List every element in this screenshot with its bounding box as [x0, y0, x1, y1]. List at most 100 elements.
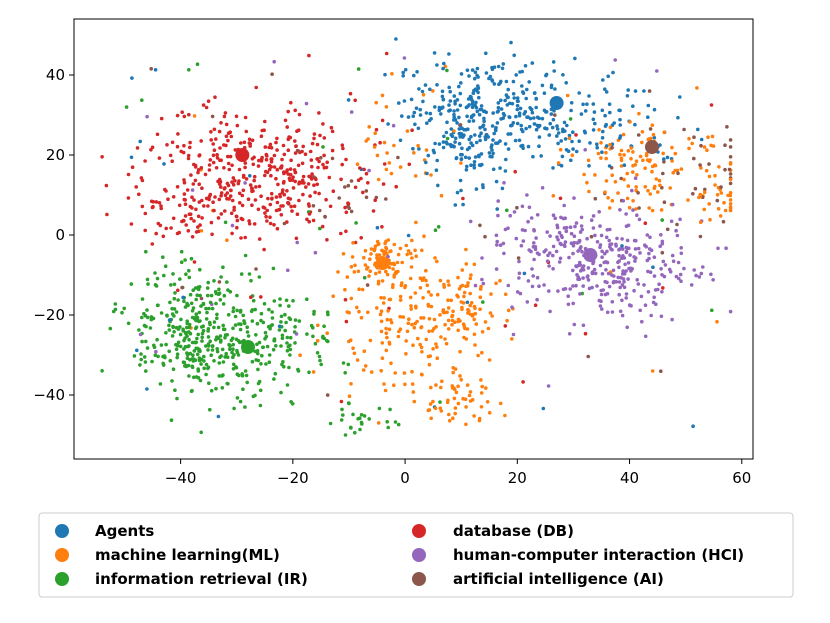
- scatter-point-series-2: [206, 348, 210, 352]
- scatter-point-series-4: [515, 290, 520, 294]
- scatter-point-series-4: [272, 59, 277, 64]
- scatter-point-series-1: [631, 199, 635, 203]
- scatter-point-series-4: [551, 244, 556, 249]
- scatter-point-series-4: [601, 288, 605, 292]
- scatter-point-series-0: [470, 68, 475, 72]
- scatter-point-series-2: [341, 413, 345, 417]
- scatter-point-series-2: [213, 289, 218, 294]
- scatter-point-series-0: [452, 112, 456, 117]
- scatter-point-series-3: [182, 192, 187, 196]
- scatter-point-series-2: [204, 372, 208, 377]
- scatter-point-series-3: [234, 214, 239, 219]
- scatter-point-series-4: [674, 228, 678, 233]
- scatter-point-series-3: [513, 169, 517, 174]
- scatter-point-series-2: [277, 328, 282, 332]
- scatter-point-series-1: [719, 191, 724, 195]
- scatter-point-series-2: [193, 286, 198, 290]
- scatter-point-series-2: [256, 367, 260, 372]
- scatter-point-series-5: [698, 163, 702, 167]
- scatter-point-series-1: [503, 292, 508, 297]
- scatter-point-series-5: [719, 185, 723, 189]
- scatter-point-series-4: [510, 305, 514, 310]
- scatter-point-series-0: [662, 157, 666, 161]
- scatter-point-series-4: [636, 246, 641, 251]
- scatter-point-series-2: [178, 344, 183, 349]
- scatter-point-series-3: [166, 197, 170, 201]
- scatter-point-series-3: [503, 324, 508, 328]
- scatter-point-series-3: [242, 140, 247, 145]
- scatter-point-series-1: [387, 327, 392, 332]
- scatter-point-series-3: [208, 192, 213, 197]
- scatter-point-series-2: [198, 378, 203, 383]
- scatter-point-series-2: [230, 350, 234, 355]
- scatter-point-series-0: [494, 128, 498, 133]
- scatter-point-series-3: [157, 156, 162, 160]
- scatter-point-series-4: [620, 272, 625, 276]
- scatter-point-series-1: [406, 321, 411, 326]
- scatter-point-series-4: [711, 278, 715, 282]
- scatter-point-series-1: [405, 252, 410, 257]
- scatter-point-series-0: [130, 76, 134, 80]
- scatter-point-series-2: [229, 338, 234, 343]
- scatter-point-series-3: [314, 177, 318, 182]
- scatter-point-series-2: [238, 327, 243, 332]
- scatter-point-series-2: [221, 265, 225, 270]
- scatter-point-series-1: [657, 178, 662, 183]
- scatter-point-series-2: [349, 426, 353, 430]
- scatter-point-series-1: [622, 153, 626, 157]
- scatter-point-series-1: [604, 156, 608, 161]
- scatter-point-series-0: [470, 102, 475, 106]
- scatter-point-series-0: [424, 160, 428, 165]
- scatter-point-series-4: [635, 278, 639, 282]
- scatter-point-series-4: [668, 270, 673, 274]
- scatter-point-series-3: [583, 331, 588, 336]
- scatter-point-series-3: [244, 177, 249, 181]
- scatter-point-series-3: [192, 260, 197, 264]
- scatter-point-series-0: [552, 109, 556, 113]
- scatter-point-series-3: [286, 148, 291, 152]
- scatter-point-series-1: [349, 296, 354, 301]
- scatter-point-series-1: [350, 255, 355, 259]
- scatter-point-series-1: [626, 184, 631, 188]
- scatter-point-series-3: [168, 153, 173, 158]
- centroid-marker-series-3: [235, 148, 250, 162]
- scatter-point-series-1: [421, 296, 425, 300]
- scatter-point-series-0: [514, 73, 518, 77]
- scatter-point-series-2: [140, 297, 145, 301]
- scatter-point-series-1: [407, 317, 411, 322]
- scatter-point-series-1: [728, 193, 733, 198]
- scatter-point-series-3: [216, 216, 221, 220]
- scatter-point-series-3: [272, 165, 277, 169]
- scatter-point-series-1: [460, 305, 464, 310]
- scatter-point-series-0: [432, 51, 437, 55]
- scatter-point-series-0: [618, 123, 622, 127]
- scatter-point-series-3: [240, 193, 245, 198]
- scatter-point-series-2: [354, 221, 358, 225]
- scatter-point-series-1: [650, 169, 654, 174]
- scatter-point-series-2: [225, 280, 229, 284]
- scatter-point-series-1: [382, 296, 386, 300]
- scatter-point-series-4: [618, 309, 623, 314]
- scatter-point-series-2: [206, 335, 211, 339]
- scatter-point-series-2: [120, 310, 124, 315]
- scatter-point-series-0: [511, 79, 516, 84]
- scatter-point-series-1: [411, 343, 415, 348]
- scatter-point-series-1: [375, 239, 380, 244]
- scatter-point-series-2: [481, 300, 485, 304]
- scatter-point-series-4: [555, 225, 560, 230]
- scatter-point-series-2: [183, 258, 187, 262]
- scatter-point-series-0: [420, 89, 425, 94]
- scatter-point-series-1: [375, 306, 379, 310]
- scatter-point-series-1: [447, 418, 452, 423]
- scatter-point-series-0: [534, 105, 538, 110]
- scatter-point-series-2: [263, 337, 267, 341]
- scatter-point-series-3: [274, 176, 278, 181]
- scatter-point-series-1: [599, 156, 603, 160]
- legend-label-ai: artificial intelligence (AI): [453, 570, 664, 588]
- scatter-point-series-0: [386, 122, 390, 126]
- scatter-point-series-1: [379, 329, 384, 334]
- scatter-point-series-0: [633, 89, 638, 93]
- scatter-point-series-5: [662, 160, 666, 164]
- scatter-point-series-3: [282, 171, 286, 176]
- scatter-point-series-1: [723, 208, 728, 213]
